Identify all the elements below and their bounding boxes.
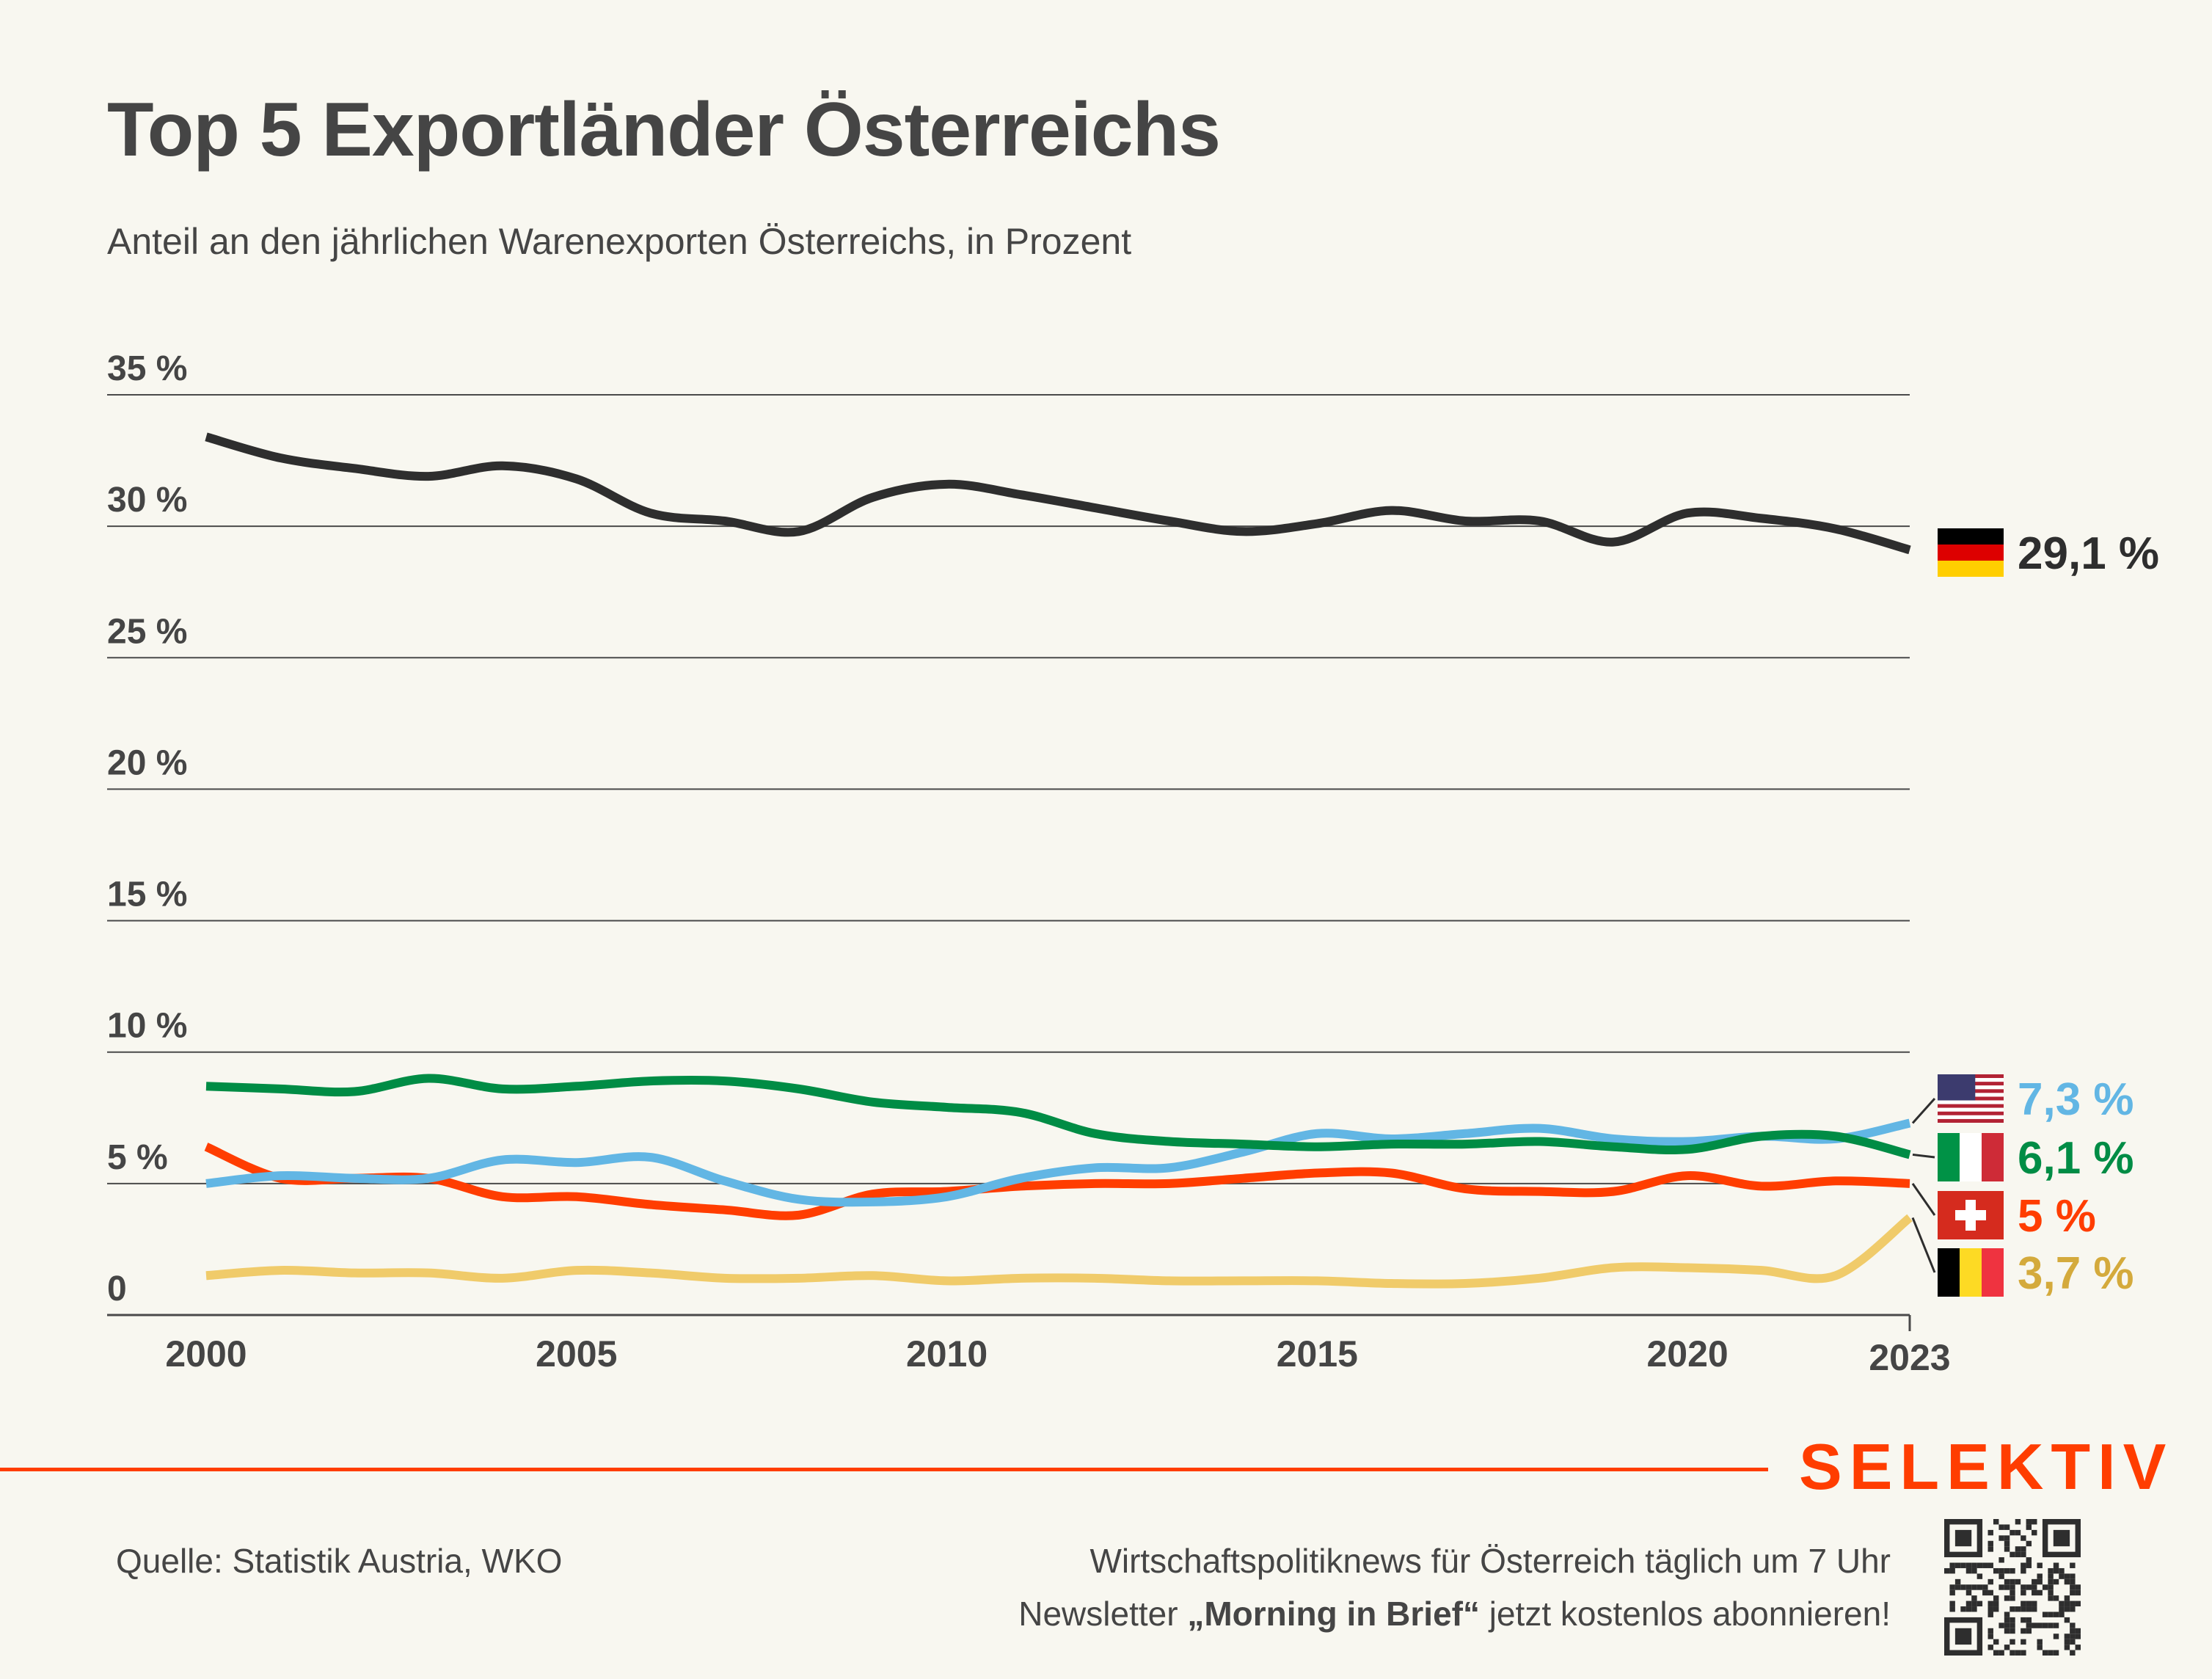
end-label-group: 6,1 %: [1912, 1133, 2134, 1184]
gridlines: [107, 394, 1910, 1316]
x-axis-ticks: 2000 2005 2010 2015 2020 2023: [165, 1315, 1951, 1378]
end-label-value: 7,3 %: [2018, 1074, 2134, 1125]
flag-belgium-icon: [1938, 1248, 2004, 1297]
end-label-group: 29,1 %: [1938, 528, 2159, 579]
chart-subtitle: Anteil an den jährlichen Warenexporten Ö…: [107, 221, 1132, 262]
series-line-schweiz: [204, 1143, 1910, 1220]
y-tick-label: 10 %: [107, 1007, 187, 1046]
series-line-italien: [205, 1074, 1911, 1159]
y-tick-label: 35 %: [107, 349, 187, 388]
y-tick-label: 20 %: [107, 743, 187, 782]
promo-line-2[interactable]: Newsletter „Morning in Brief“ jetzt kost…: [1018, 1594, 1891, 1634]
newsletter-name[interactable]: „Morning in Brief“: [1187, 1595, 1480, 1633]
end-label-group: 3,7 %: [1911, 1217, 2134, 1299]
leader-line: [1912, 1153, 1935, 1159]
end-label-group: 7,3 %: [1911, 1074, 2134, 1125]
leader-line: [1911, 1183, 1936, 1216]
promo-line-1: Wirtschaftspolitiknews für Österreich tä…: [1089, 1542, 1891, 1580]
series-line-usa: [205, 1118, 1911, 1207]
brand-logo: SELEKTIV: [1799, 1430, 2174, 1503]
line-chart: 0 5 % 10 % 15 % 20 % 25 % 30 % 35 % 2000 2005 201…: [107, 349, 2159, 1378]
series-line-deutschland: [205, 432, 1911, 555]
leader-line: [1911, 1097, 1936, 1124]
y-axis-ticks: 0 5 % 10 % 15 % 20 % 25 % 30 % 35 %: [107, 349, 187, 1308]
end-label-value: 5 %: [2018, 1191, 2096, 1242]
flag-germany-icon: [1938, 528, 2004, 577]
y-tick-label: 15 %: [107, 875, 187, 914]
end-labels: 29,1 % 7,3 % 6,1 % 5 % 3,7 %: [1911, 528, 2159, 1299]
x-tick-label: 2015: [1277, 1333, 1358, 1374]
flag-usa-icon: [1938, 1074, 2004, 1123]
end-label-value: 6,1 %: [2018, 1133, 2134, 1184]
end-label-group: 5 %: [1911, 1183, 2096, 1242]
end-label-value: 3,7 %: [2018, 1248, 2134, 1299]
x-tick-label: 2023: [1869, 1337, 1950, 1378]
y-tick-label: 0: [107, 1270, 127, 1308]
x-tick-label: 2010: [906, 1333, 988, 1374]
y-tick-label: 30 %: [107, 481, 187, 520]
leader-line: [1911, 1217, 1936, 1273]
flag-switzerland-icon: [1938, 1191, 2004, 1239]
flag-italy-icon: [1938, 1133, 2004, 1181]
x-tick-label: 2005: [536, 1333, 617, 1374]
y-tick-label: 5 %: [107, 1138, 168, 1177]
x-tick-label: 2000: [165, 1333, 247, 1374]
qr-code-icon[interactable]: [1944, 1519, 2081, 1656]
x-tick-label: 2020: [1647, 1333, 1729, 1374]
series-line-belgien: [205, 1214, 1913, 1289]
chart-title: Top 5 Exportländer Österreichs: [107, 87, 1221, 172]
promo-text-pre: Newsletter: [1018, 1595, 1188, 1633]
end-label-value: 29,1 %: [2018, 528, 2159, 579]
source-note: Quelle: Statistik Austria, WKO: [116, 1542, 563, 1580]
footer-divider: [0, 1468, 1768, 1471]
promo-text-post: jetzt kostenlos abonnieren!: [1479, 1595, 1891, 1633]
y-tick-label: 25 %: [107, 612, 187, 651]
series-lines: [204, 432, 1913, 1289]
